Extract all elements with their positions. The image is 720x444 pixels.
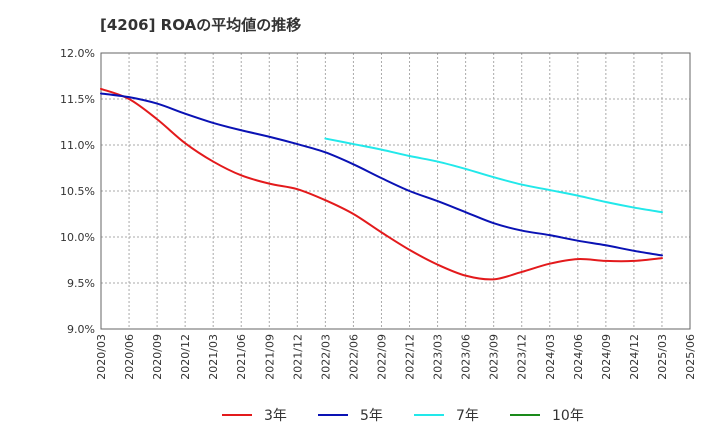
x-tick-label: 2020/06 xyxy=(123,334,136,380)
legend-label-1: 5年 xyxy=(360,408,383,424)
x-tick-label: 2021/12 xyxy=(291,334,304,380)
x-tick-label: 2024/12 xyxy=(628,334,641,380)
y-tick-label: 9.5% xyxy=(67,277,95,290)
x-tick-label: 2021/03 xyxy=(207,334,220,380)
x-tick-label: 2020/03 xyxy=(95,334,108,380)
series-line-0 xyxy=(100,87,663,281)
y-tick-label: 12.0% xyxy=(60,47,95,60)
x-tick-label: 2023/06 xyxy=(460,334,473,380)
y-tick-label: 9.0% xyxy=(67,323,95,336)
plot-border xyxy=(100,52,691,330)
x-tick-label: 2024/06 xyxy=(572,334,585,380)
x-tick-label: 2024/09 xyxy=(600,334,613,380)
x-tick-label: 2022/06 xyxy=(347,334,360,380)
x-tick-label: 2023/03 xyxy=(432,334,445,380)
x-tick-label: 2021/09 xyxy=(263,334,276,380)
x-tick-label: 2024/03 xyxy=(544,334,557,380)
y-tick-label: 10.0% xyxy=(60,231,95,244)
x-tick-label: 2020/09 xyxy=(151,334,164,380)
y-tick-label: 11.0% xyxy=(60,139,95,152)
x-tick-label: 2025/03 xyxy=(656,334,669,380)
x-tick-label: 2020/12 xyxy=(179,334,192,380)
y-tick-label: 11.5% xyxy=(60,93,95,106)
x-tick-label: 2021/06 xyxy=(235,334,248,380)
legend-label-0: 3年 xyxy=(264,408,287,424)
series-line-1 xyxy=(100,92,663,257)
legend-label-3: 10年 xyxy=(552,408,584,424)
x-tick-label: 2025/06 xyxy=(684,334,697,380)
legend-label-2: 7年 xyxy=(456,408,479,424)
plot-area xyxy=(101,53,690,329)
series-line-2 xyxy=(324,137,663,214)
x-tick-label: 2022/03 xyxy=(319,334,332,380)
x-tick-label: 2023/12 xyxy=(516,334,529,380)
x-tick-label: 2022/12 xyxy=(404,334,417,380)
x-tick-label: 2022/09 xyxy=(375,334,388,380)
chart-title: [4206] ROAの平均値の推移 xyxy=(100,16,302,34)
y-tick-label: 10.5% xyxy=(60,185,95,198)
x-tick-label: 2023/09 xyxy=(488,334,501,380)
